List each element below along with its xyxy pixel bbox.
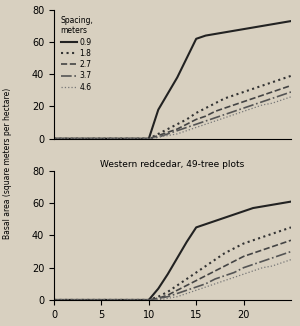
Text: Basal area (square meters per hectare): Basal area (square meters per hectare) — [3, 87, 12, 239]
Title: Western redcedar, 49-tree plots: Western redcedar, 49-tree plots — [100, 160, 244, 169]
Legend: 0.9, 1.8, 2.7, 3.7, 4.6: 0.9, 1.8, 2.7, 3.7, 4.6 — [58, 14, 95, 94]
